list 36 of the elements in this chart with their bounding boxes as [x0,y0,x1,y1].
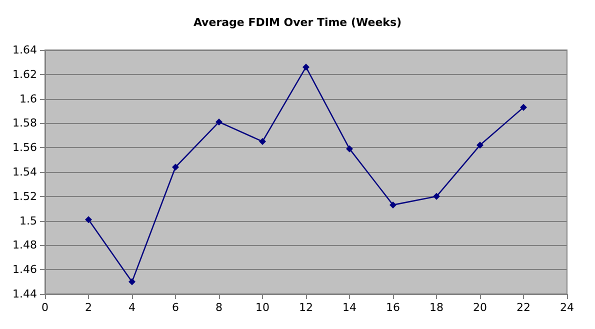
y-tick-label: 1.58 [12,116,37,130]
point [128,278,136,286]
x-tick-label: 16 [386,301,400,314]
point [476,142,484,149]
x-tick-label: 14 [342,301,356,314]
y-tick-label: 1.54 [12,166,37,178]
x-tick-label: 20 [473,301,487,314]
y-tick-label: 1.56 [12,141,37,154]
x-tick-label: 10 [256,301,270,314]
point [85,216,92,224]
point [390,201,396,208]
point [302,64,310,71]
x-tick-label: 8 [216,301,222,314]
y-tick-label: 1.64 [12,44,37,56]
y-tick-label: 1.48 [12,238,37,252]
y-tick-label: 1.46 [12,263,37,276]
y-tick-label: 1.44 [12,288,37,300]
y-tick-label: 1.52 [12,190,37,203]
x-tick-label: 6 [172,301,179,314]
point [172,164,179,171]
x-tick-label: 2 [85,301,92,314]
point [520,104,527,111]
point [216,118,222,126]
x-tick-label: 12 [299,301,313,314]
x-tick-label: 4 [128,301,136,314]
point [259,138,266,145]
chart-title: Average FDIM Over Time (Weeks) [193,16,402,29]
point [346,145,353,152]
y-tick-label: 1.5 [20,214,37,228]
x-tick-label: 0 [42,301,48,314]
x-tick-label: 24 [560,301,574,314]
point [433,192,440,200]
y-tick-label: 1.62 [12,68,37,81]
x-tick-label: 22 [516,301,530,314]
x-tick-label: 18 [430,301,444,314]
y-tick-label: 1.6 [20,92,37,106]
